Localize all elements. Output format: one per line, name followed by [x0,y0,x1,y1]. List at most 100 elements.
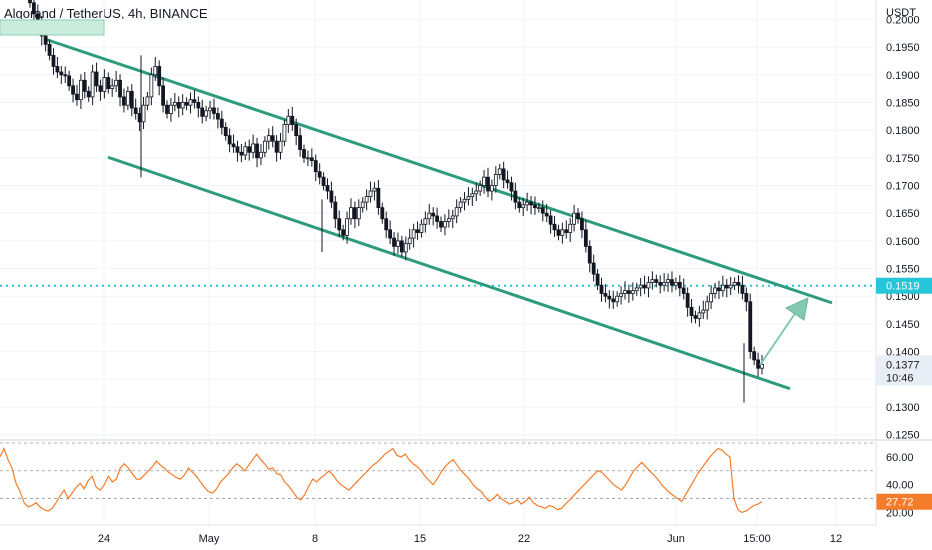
candle [634,282,639,296]
candle [75,84,79,106]
candle [28,0,32,8]
candle [270,126,275,148]
candle [650,271,655,290]
candle-body [262,140,267,153]
candle-body [227,135,232,145]
candle-body [129,90,134,109]
candle-body [478,185,483,192]
candle-body [59,71,64,76]
candle-body [654,279,659,283]
candle [580,211,584,239]
candle-body [345,218,349,236]
candle [697,305,702,327]
candle [223,122,228,141]
candle-body [63,74,68,77]
candle [548,209,553,234]
candle [192,90,197,109]
candle [458,197,463,213]
candle-body [75,93,79,101]
candle [705,295,710,320]
price-tick-label: 0.1800 [886,125,920,137]
candle-body [219,118,224,128]
candle [239,143,244,163]
candle-body [243,146,248,156]
candle-body [161,85,165,106]
candle-body [482,176,486,186]
candle [419,219,424,238]
candle [595,269,600,291]
candle [368,181,373,203]
candle-body [266,135,271,142]
candle [689,299,694,323]
candle [423,211,428,233]
candle [415,221,420,240]
candle [627,284,631,303]
candle [662,272,667,292]
candle-body [235,146,240,153]
candle [611,290,616,309]
candle [701,300,706,319]
candle-body [309,157,314,161]
candle-body [705,301,710,311]
candle-body [415,229,420,233]
candle-body [399,240,404,253]
candle [478,180,483,197]
candle [102,69,107,99]
candle-body [184,102,189,106]
candle-body [286,115,291,125]
candle [642,275,647,295]
candle [411,223,416,248]
candle [493,166,498,193]
candle [392,232,396,256]
candle-body [603,293,608,297]
candle-body [497,168,502,175]
candle [658,275,663,294]
candle-body [356,207,361,220]
candle [724,279,729,298]
candle [748,293,753,359]
candle-body [556,229,561,236]
candle-body [180,102,185,109]
candle-body [435,215,440,222]
candle-body [215,113,220,120]
candle-body [282,124,287,142]
candle-body [71,85,75,95]
candle-body [223,126,228,137]
candle-body [325,185,330,192]
candle [169,98,173,122]
candle [243,141,248,161]
candle-body [701,309,706,314]
candle [114,70,119,92]
candle-body [247,146,252,153]
candle-body [533,204,537,209]
candle-body [352,207,357,220]
candle-body [443,221,447,228]
candle [462,192,467,211]
candle [720,275,725,297]
candle [607,290,612,309]
candle-body [756,359,760,369]
candle [380,202,385,224]
candle-body [411,229,416,239]
candle-body [736,282,741,286]
candle-body [118,79,122,98]
candle-body [486,176,490,192]
last-price-text: 0.1377 [886,359,920,371]
time-tick-label: 15:00 [743,533,771,545]
candle-body [102,77,107,92]
candle [294,118,299,146]
candle [572,204,577,232]
candle-body [634,287,639,292]
candle-body [591,262,596,275]
candle [259,143,263,166]
candle [760,354,764,375]
candle-body [431,212,436,217]
candle [470,187,475,206]
candle-body [43,35,48,45]
candle [670,271,674,293]
candle [376,179,381,215]
candle-body [607,295,612,300]
candle [446,209,451,228]
candle-body [259,151,263,159]
